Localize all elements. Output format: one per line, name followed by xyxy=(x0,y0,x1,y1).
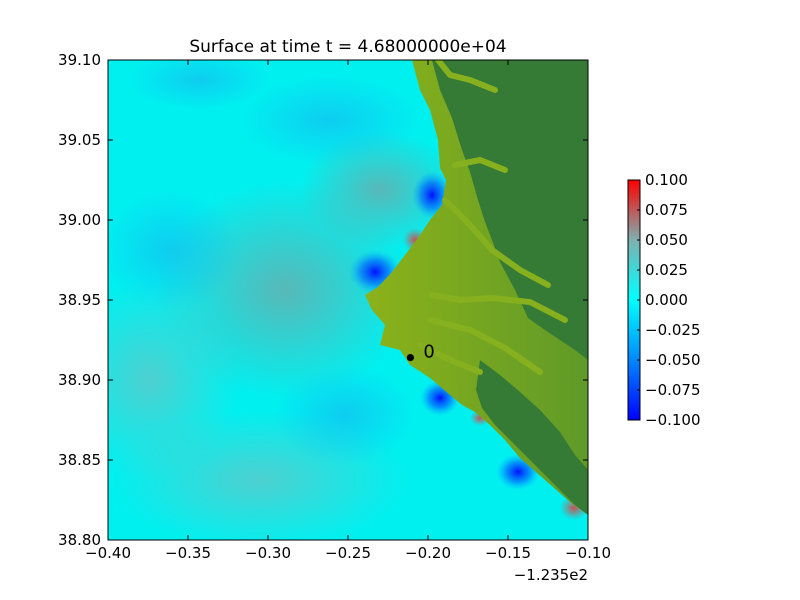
colorbar-ticks: 0.100 0.075 0.050 0.025 0.000 −0.025 −0.050 −0.… xyxy=(637,171,701,429)
y-tick-label: 38.80 xyxy=(58,531,101,549)
colorbar-tick-label: −0.025 xyxy=(645,321,701,339)
colorbar-tick-label: 0.050 xyxy=(645,231,688,249)
land-highland-south xyxy=(476,360,588,515)
x-tick-label: −0.10 xyxy=(565,544,611,562)
chart-title: Surface at time t = 4.68000000e+04 xyxy=(189,37,506,57)
y-tick-label: 39.10 xyxy=(58,51,101,69)
x-axis-ticks: −0.40 −0.35 −0.30 −0.25 −0.20 −0.15 −0.10 xyxy=(85,60,611,562)
river-valleys xyxy=(417,60,568,375)
gauge-label: 0 xyxy=(423,342,434,363)
y-tick-label: 39.00 xyxy=(58,211,101,229)
y-axis-ticks: 38.80 38.85 38.90 38.95 39.00 39.05 39.10 xyxy=(58,51,588,549)
y-tick-label: 39.05 xyxy=(58,131,101,149)
gauge-marker xyxy=(406,354,414,362)
x-tick-label: −0.20 xyxy=(405,544,451,562)
colorbar-tick-label: −0.050 xyxy=(645,351,701,369)
x-tick-label: −0.30 xyxy=(245,544,291,562)
x-tick-label: −0.15 xyxy=(485,544,531,562)
colorbar-tick-label: 0.025 xyxy=(645,261,688,279)
x-offset-label: −1.235e2 xyxy=(514,566,588,584)
x-tick-label: −0.25 xyxy=(325,544,371,562)
colorbar-tick-label: −0.075 xyxy=(645,381,701,399)
colorbar-tick-label: 0.075 xyxy=(645,201,688,219)
x-tick-label: −0.35 xyxy=(165,544,211,562)
colorbar-tick-label: −0.100 xyxy=(645,411,701,429)
x-tick-label: −0.40 xyxy=(85,544,131,562)
colorbar-tick-label: 0.100 xyxy=(645,171,688,189)
y-tick-label: 38.85 xyxy=(58,451,101,469)
colorbar-tick-label: 0.000 xyxy=(645,291,688,309)
y-tick-label: 38.90 xyxy=(58,371,101,389)
surface-anomalies xyxy=(108,60,588,540)
y-tick-label: 38.95 xyxy=(58,291,101,309)
plot-area: 0 xyxy=(108,60,588,540)
